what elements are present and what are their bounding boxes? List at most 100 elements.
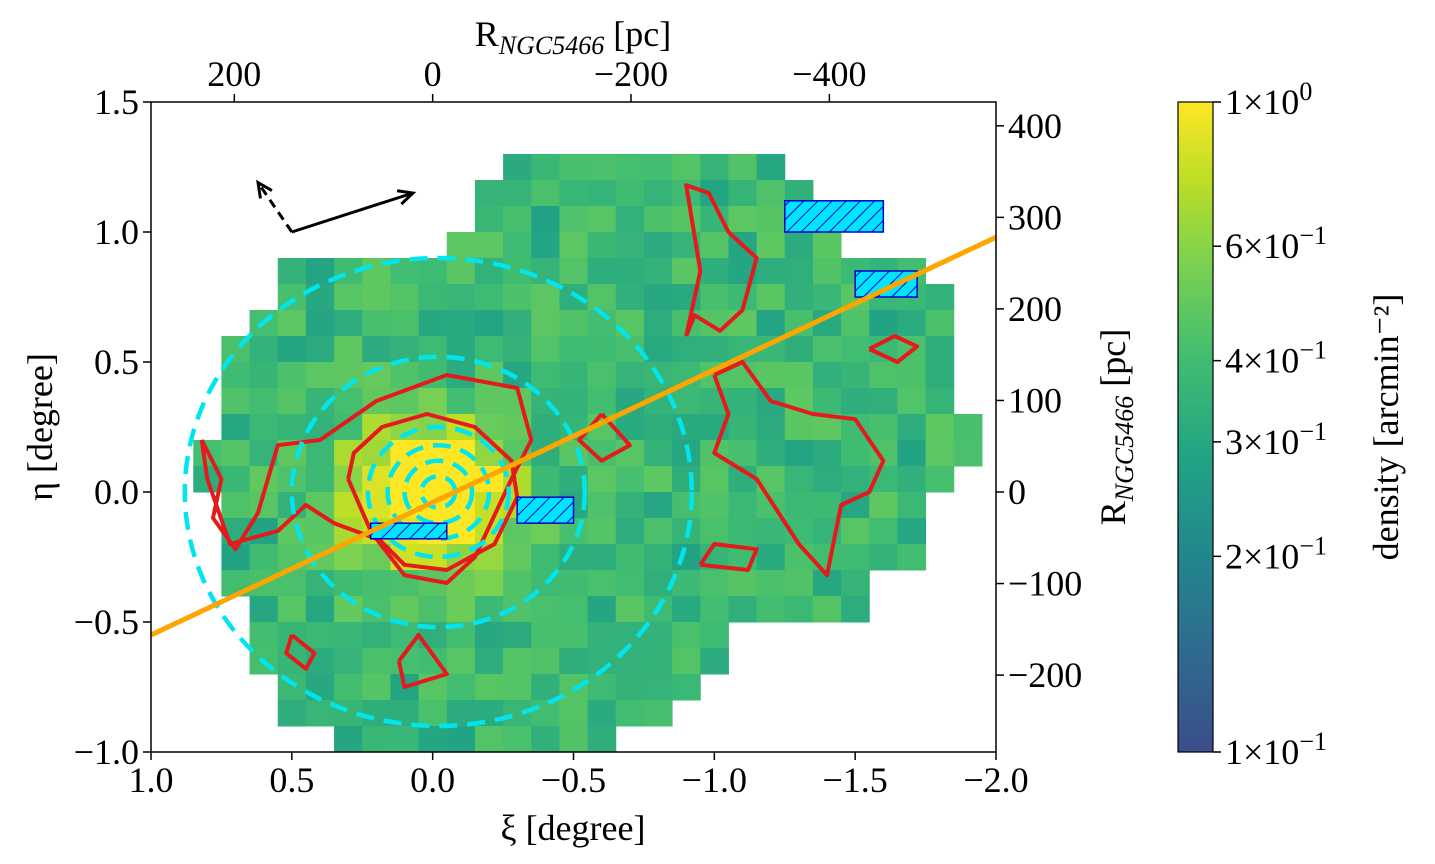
heatmap-cell [221, 414, 251, 441]
heatmap-cell [503, 284, 532, 311]
heatmap-cell [334, 752, 363, 779]
heatmap-cell [587, 232, 617, 259]
heatmap-cell [841, 466, 870, 493]
density-contour-line [684, 183, 759, 337]
heatmap-cell [643, 648, 673, 675]
heatmap-cell [643, 700, 673, 727]
x-axis-label: ξ [degree] [501, 808, 646, 848]
heatmap-cell [643, 518, 673, 545]
heatmap-cell [700, 154, 729, 181]
heatmap-cell [446, 388, 476, 415]
heatmap-cell [615, 648, 645, 675]
heatmap-cell [925, 284, 955, 311]
heatmap-cell [784, 232, 814, 259]
heatmap-cell [531, 596, 560, 623]
heatmap-cell [700, 284, 729, 311]
heatmap-cell [615, 232, 645, 259]
heatmap-cell [784, 258, 814, 285]
heatmap-cell [643, 154, 673, 181]
heatmap-cell [841, 362, 870, 389]
heatmap-cell [390, 622, 420, 649]
heatmap-cell [559, 284, 589, 311]
heatmap-cell [559, 310, 589, 337]
heatmap-cell [643, 544, 673, 571]
top-tick-label: −400 [792, 54, 866, 94]
x-tick-label: −2.0 [963, 760, 1028, 800]
heatmap-cell [812, 492, 842, 519]
heatmap-cell [503, 570, 532, 597]
heatmap-cell [559, 648, 589, 675]
heatmap-cell [615, 310, 645, 337]
heatmap-cell [897, 492, 927, 519]
right-tick-label: 0 [1008, 472, 1026, 512]
heatmap-cell [841, 596, 870, 623]
heatmap-cell [756, 362, 786, 389]
heatmap-cell [897, 362, 927, 389]
heatmap-cell [587, 674, 617, 701]
heatmap-cell [841, 518, 870, 545]
heatmap-cell [587, 284, 617, 311]
heatmap-cell [559, 596, 589, 623]
heatmap-cell [728, 180, 758, 207]
heatmap-cell [728, 310, 758, 337]
heatmap-cell [784, 284, 814, 311]
heatmap-cell [643, 622, 673, 649]
x-tick-label: 0.0 [410, 760, 455, 800]
heatmap-cell [503, 206, 532, 233]
heatmap-cell [869, 544, 898, 571]
x-tick-label: 0.5 [269, 760, 314, 800]
heatmap-cell [756, 206, 786, 233]
heatmap-cell [362, 284, 391, 311]
heatmap-cell [784, 596, 814, 623]
heatmap-cell [249, 362, 279, 389]
heatmap-cell [221, 492, 251, 519]
heatmap-cell [474, 648, 504, 675]
heatmap-cell [559, 622, 589, 649]
heatmap-cell [615, 570, 645, 597]
heatmap-cell [812, 362, 842, 389]
heatmap-cell [812, 440, 842, 467]
right-tick-label: −200 [1008, 655, 1082, 695]
heatmap-cell [334, 648, 363, 675]
heatmap-cell [615, 180, 645, 207]
right-tick-label: 200 [1008, 289, 1062, 329]
heatmap-cell [643, 674, 673, 701]
heatmap-cell [784, 466, 814, 493]
density-contour-line [698, 542, 759, 572]
heatmap-cell [305, 700, 335, 727]
heatmap-cell [503, 180, 532, 207]
heatmap-cell [503, 336, 532, 363]
heatmap-cell [812, 258, 842, 285]
heatmap-cell [531, 544, 560, 571]
heatmap-cell [418, 388, 448, 415]
colorbar-label: density [arcmin⁻²] [1366, 294, 1406, 561]
dashed-radius-circle [402, 458, 475, 526]
heatmap-cell [334, 284, 363, 311]
x-tick-label: −1.5 [823, 760, 888, 800]
right-tick-label: 300 [1008, 197, 1062, 237]
heatmap-cell [672, 154, 701, 181]
heatmap-cell [643, 414, 673, 441]
heatmap-cell [615, 284, 645, 311]
heatmap-cell [869, 310, 898, 337]
heatmap-cell [812, 232, 842, 259]
colorbar-tick-label: 2×10−1 [1225, 531, 1327, 576]
colorbar: 1×100 6×10−1 4×10−1 3×10−1 2×10−1 1×10−1 dens… [1177, 77, 1406, 772]
heatmap-cell [897, 544, 927, 571]
right-axis-label: RNGC5466 [pc] [1093, 329, 1139, 525]
heatmap-cell [531, 336, 560, 363]
heatmap-cell [587, 388, 617, 415]
heatmap-cell [334, 440, 363, 467]
heatmap-cell [728, 440, 758, 467]
heatmap-cell [503, 674, 532, 701]
heatmap-cell [643, 492, 673, 519]
heatmap-cell [897, 518, 927, 545]
heatmap-cell [390, 284, 420, 311]
heatmap-cell [812, 596, 842, 623]
heatmap-cell [446, 596, 476, 623]
heatmap-cell [643, 206, 673, 233]
y-tick-label: 0.0 [94, 472, 139, 512]
heatmap-cell [869, 388, 898, 415]
heatmap-cell [362, 648, 391, 675]
